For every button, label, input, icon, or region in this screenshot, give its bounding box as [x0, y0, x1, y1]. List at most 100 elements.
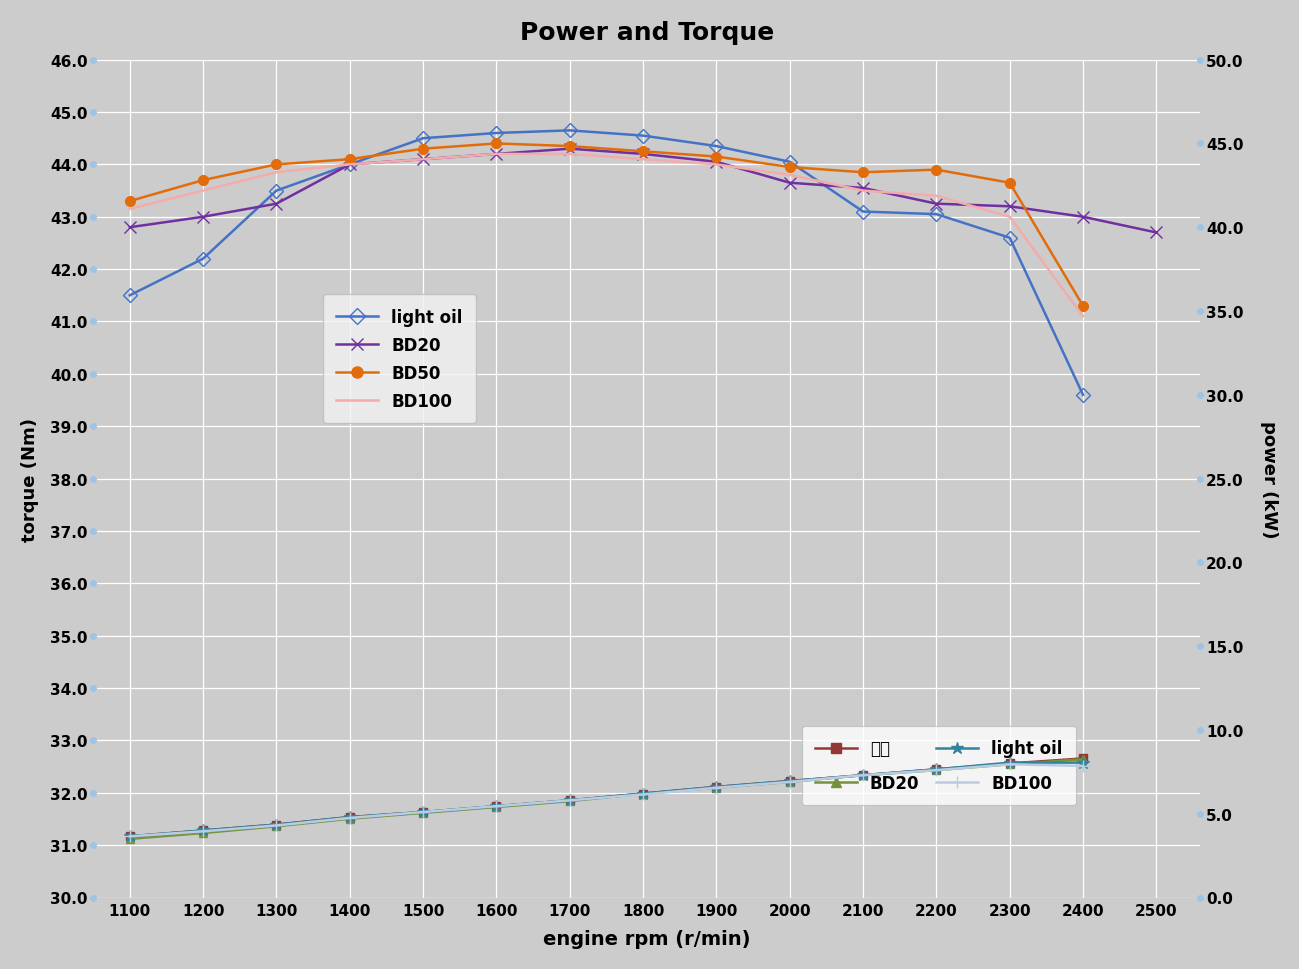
BD50	[488, 139, 504, 150]
경유	[1002, 758, 1017, 769]
BD20	[1002, 202, 1017, 213]
Line: BD20: BD20	[126, 755, 1087, 843]
BD20	[562, 796, 578, 807]
BD100	[782, 776, 798, 788]
light oil	[195, 254, 210, 266]
BD100	[929, 765, 944, 776]
light oil	[782, 157, 798, 169]
X-axis label: engine rpm (r/min): engine rpm (r/min)	[543, 929, 751, 949]
Line: 경유: 경유	[126, 755, 1087, 841]
light oil	[342, 811, 357, 823]
BD20	[635, 149, 651, 161]
BD20	[269, 199, 284, 210]
BD20	[855, 769, 870, 781]
경유	[708, 781, 724, 793]
BD50	[708, 151, 724, 163]
light oil	[708, 781, 724, 793]
BD100	[269, 820, 284, 831]
BD20	[562, 143, 578, 155]
BD100	[1002, 759, 1017, 770]
light oil	[122, 290, 138, 301]
BD100	[1076, 311, 1091, 323]
BD100	[855, 769, 870, 781]
BD20	[342, 813, 357, 825]
BD20	[488, 801, 504, 813]
BD20	[708, 782, 724, 794]
Title: Power and Torque: Power and Torque	[520, 20, 774, 45]
BD100	[708, 782, 724, 794]
Line: BD50: BD50	[125, 140, 1087, 311]
BD20	[1076, 754, 1091, 766]
경유	[122, 830, 138, 842]
BD20	[342, 160, 357, 172]
BD20	[195, 211, 210, 223]
BD20	[488, 149, 504, 161]
BD50	[1002, 177, 1017, 189]
BD50	[122, 196, 138, 207]
Line: BD100: BD100	[125, 759, 1089, 842]
light oil	[122, 830, 138, 842]
light oil	[1002, 233, 1017, 244]
BD100	[782, 170, 798, 181]
BD100	[416, 806, 431, 818]
BD100	[195, 826, 210, 837]
경유	[488, 800, 504, 812]
경유	[342, 811, 357, 823]
BD100	[416, 154, 431, 166]
경유	[416, 806, 431, 818]
BD50	[929, 165, 944, 176]
light oil	[269, 186, 284, 198]
BD20	[635, 788, 651, 799]
BD20	[1148, 228, 1164, 239]
light oil	[929, 209, 944, 221]
BD50	[1076, 300, 1091, 312]
light oil	[488, 800, 504, 812]
BD20	[269, 821, 284, 832]
light oil	[635, 131, 651, 142]
BD100	[855, 186, 870, 198]
Y-axis label: torque (Nm): torque (Nm)	[21, 417, 39, 541]
BD20	[782, 776, 798, 788]
BD50	[782, 162, 798, 173]
light oil	[929, 764, 944, 775]
light oil	[1076, 390, 1091, 401]
BD20	[416, 807, 431, 819]
BD20	[122, 222, 138, 234]
경유	[635, 788, 651, 799]
BD20	[122, 833, 138, 845]
light oil	[1002, 757, 1017, 768]
경유	[269, 819, 284, 830]
BD50	[269, 160, 284, 172]
BD100	[635, 789, 651, 800]
경유	[562, 795, 578, 806]
BD20	[855, 183, 870, 195]
BD100	[488, 149, 504, 161]
BD20	[1002, 759, 1017, 770]
BD100	[562, 795, 578, 806]
light oil	[269, 819, 284, 830]
light oil	[195, 825, 210, 836]
BD20	[782, 177, 798, 189]
BD100	[269, 168, 284, 179]
BD100	[1076, 761, 1091, 772]
BD20	[1076, 211, 1091, 223]
light oil	[708, 141, 724, 153]
BD100	[195, 186, 210, 198]
light oil	[855, 769, 870, 781]
Legend: 경유, BD20, light oil, BD100: 경유, BD20, light oil, BD100	[801, 727, 1076, 805]
BD20	[195, 828, 210, 839]
BD50	[635, 146, 651, 158]
BD100	[562, 149, 578, 161]
BD50	[855, 168, 870, 179]
BD100	[708, 160, 724, 172]
light oil	[635, 788, 651, 799]
light oil	[488, 128, 504, 140]
light oil	[1076, 757, 1091, 768]
Line: BD20: BD20	[125, 144, 1161, 238]
BD100	[342, 812, 357, 824]
BD100	[342, 160, 357, 172]
BD20	[929, 765, 944, 776]
BD100	[929, 191, 944, 203]
light oil	[562, 795, 578, 806]
BD50	[195, 175, 210, 187]
